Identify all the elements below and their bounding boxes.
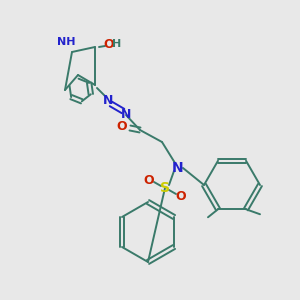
Text: O: O [117, 119, 127, 133]
Text: O: O [176, 190, 186, 202]
Text: N: N [172, 161, 184, 175]
Text: NH: NH [57, 37, 75, 47]
Text: O: O [144, 173, 154, 187]
Text: H: H [112, 39, 122, 49]
Text: S: S [160, 181, 170, 195]
Text: N: N [103, 94, 113, 106]
Text: O: O [104, 38, 114, 50]
Text: N: N [121, 109, 131, 122]
